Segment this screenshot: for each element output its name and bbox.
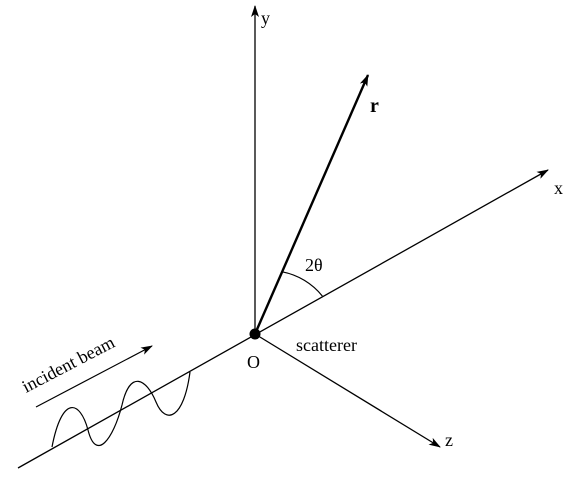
scatterer-point xyxy=(249,328,261,340)
x-axis-label: x xyxy=(554,178,563,198)
vector-r-label: r xyxy=(370,95,379,117)
z-axis xyxy=(254,333,441,448)
origin-label: O xyxy=(247,352,260,372)
angle-arc xyxy=(282,271,323,297)
beam-direction-arrow xyxy=(35,345,153,408)
z-axis-label: z xyxy=(445,430,453,450)
y-axis-label: y xyxy=(261,8,270,28)
angle-label: 2θ xyxy=(305,255,323,275)
incident-wave xyxy=(51,371,191,448)
x-axis xyxy=(17,169,549,469)
scatterer-label: scatterer xyxy=(296,335,357,355)
incident-beam-label: incident beam xyxy=(19,332,118,397)
scattered-vector-r xyxy=(253,74,370,335)
